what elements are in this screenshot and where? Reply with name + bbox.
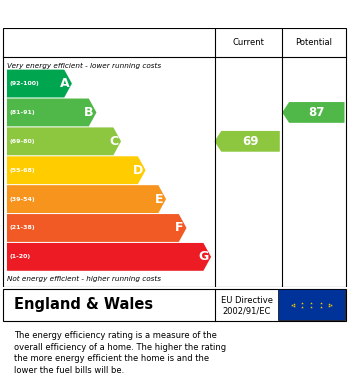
Text: (39-54): (39-54) bbox=[10, 197, 35, 202]
Bar bbox=[278, 289, 345, 321]
Polygon shape bbox=[7, 243, 211, 271]
Text: Energy Efficiency Rating: Energy Efficiency Rating bbox=[60, 5, 288, 23]
Text: (92-100): (92-100) bbox=[10, 81, 39, 86]
Text: 87: 87 bbox=[309, 106, 325, 119]
Text: D: D bbox=[133, 164, 143, 177]
Text: A: A bbox=[60, 77, 69, 90]
Text: 69: 69 bbox=[242, 135, 259, 148]
Text: G: G bbox=[198, 250, 208, 264]
Polygon shape bbox=[7, 214, 187, 242]
Text: The energy efficiency rating is a measure of the
overall efficiency of a home. T: The energy efficiency rating is a measur… bbox=[14, 331, 226, 375]
Polygon shape bbox=[214, 131, 280, 152]
Text: (1-20): (1-20) bbox=[10, 255, 31, 259]
Text: Not energy efficient - higher running costs: Not energy efficient - higher running co… bbox=[7, 276, 161, 282]
Text: B: B bbox=[84, 106, 94, 119]
Text: Current: Current bbox=[232, 38, 264, 47]
Text: England & Wales: England & Wales bbox=[14, 298, 153, 312]
Text: (81-91): (81-91) bbox=[10, 110, 35, 115]
Text: (21-38): (21-38) bbox=[10, 226, 35, 230]
Polygon shape bbox=[7, 127, 121, 155]
Text: E: E bbox=[155, 193, 163, 206]
Polygon shape bbox=[7, 185, 166, 213]
Text: C: C bbox=[109, 135, 118, 148]
Text: (69-80): (69-80) bbox=[10, 139, 35, 144]
Polygon shape bbox=[7, 99, 96, 126]
Text: Potential: Potential bbox=[295, 38, 332, 47]
Polygon shape bbox=[7, 156, 145, 184]
Text: Very energy efficient - lower running costs: Very energy efficient - lower running co… bbox=[7, 63, 161, 69]
Text: EU Directive: EU Directive bbox=[221, 296, 273, 305]
Text: F: F bbox=[175, 221, 184, 235]
Text: 2002/91/EC: 2002/91/EC bbox=[222, 307, 271, 316]
Polygon shape bbox=[282, 102, 345, 123]
Text: (55-68): (55-68) bbox=[10, 168, 35, 173]
Polygon shape bbox=[7, 70, 72, 97]
